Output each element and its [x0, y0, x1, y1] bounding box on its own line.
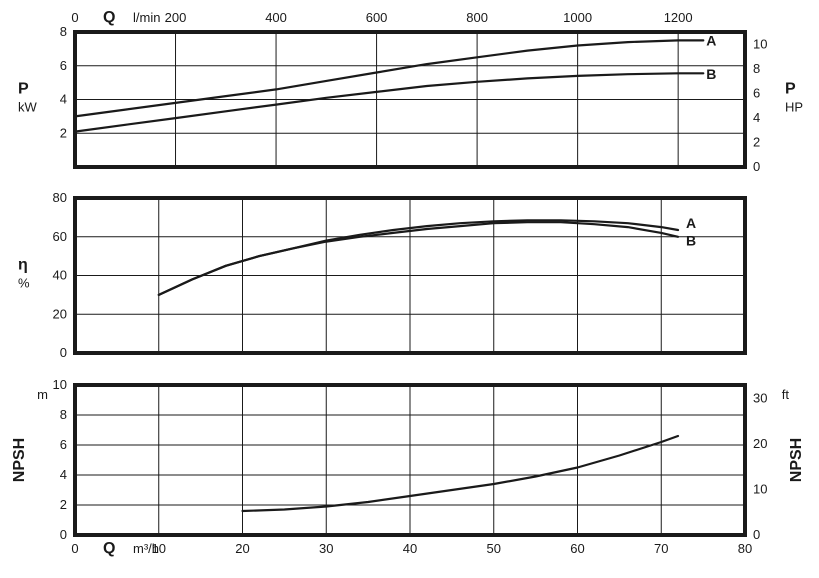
- left-axis-unit: m: [37, 387, 48, 402]
- bottom-axis-tick: 30: [319, 541, 333, 556]
- series-label: B: [706, 66, 716, 82]
- right-axis-tick: 8: [753, 61, 760, 76]
- bottom-axis-tick: 40: [403, 541, 417, 556]
- right-axis-tick: 0: [753, 527, 760, 542]
- left-axis-tick: 60: [53, 229, 67, 244]
- right-axis-tick: 10: [753, 36, 767, 51]
- top-axis-unit: l/min: [133, 10, 160, 25]
- left-axis-label: NPSH: [11, 438, 28, 482]
- chart-svg: 0Ql/min200400600800100012002468PkW024681…: [0, 0, 819, 578]
- bottom-axis-tick: 20: [235, 541, 249, 556]
- right-axis-label: NPSH: [788, 438, 805, 482]
- left-axis-tick: 2: [60, 125, 67, 140]
- bottom-axis-q-label: Q: [103, 540, 115, 557]
- right-axis-tick: 2: [753, 134, 760, 149]
- bottom-axis-tick: 80: [738, 541, 752, 556]
- top-axis-q-label: Q: [103, 9, 115, 26]
- top-axis-tick: 400: [265, 10, 287, 25]
- right-axis-unit: HP: [785, 100, 803, 115]
- right-axis-tick: 30: [753, 391, 767, 406]
- left-axis-unit: kW: [18, 100, 38, 115]
- right-axis-tick: 10: [753, 482, 767, 497]
- right-axis-label: P: [785, 81, 796, 98]
- bottom-axis-tick: 60: [570, 541, 584, 556]
- left-axis-tick: 4: [60, 467, 67, 482]
- series-label: A: [686, 215, 696, 231]
- left-axis-tick: 6: [60, 58, 67, 73]
- left-axis-tick: 0: [60, 527, 67, 542]
- left-axis-unit: %: [18, 276, 30, 291]
- series-label: A: [706, 32, 716, 48]
- bottom-axis-tick: 70: [654, 541, 668, 556]
- left-axis-tick: 4: [60, 92, 67, 107]
- top-axis-tick: 600: [366, 10, 388, 25]
- pump-curves-figure: { "figure": { "width": 819, "height": 57…: [0, 0, 819, 578]
- left-axis-tick: 2: [60, 497, 67, 512]
- left-axis-tick: 8: [60, 407, 67, 422]
- bottom-axis-tick: 0: [71, 541, 78, 556]
- bottom-axis-tick: 10: [152, 541, 166, 556]
- right-axis-tick: 4: [753, 110, 760, 125]
- right-axis-tick: 0: [753, 159, 760, 174]
- left-axis-tick: 0: [60, 345, 67, 360]
- top-axis-tick: 200: [165, 10, 187, 25]
- top-axis-tick: 800: [466, 10, 488, 25]
- left-axis-tick: 80: [53, 190, 67, 205]
- right-axis-unit: ft: [782, 387, 790, 402]
- top-axis-tick: 0: [71, 10, 78, 25]
- top-axis-tick: 1200: [664, 10, 693, 25]
- left-axis-tick: 8: [60, 24, 67, 39]
- left-axis-label: η: [18, 257, 28, 274]
- left-axis-tick: 6: [60, 437, 67, 452]
- left-axis-label: P: [18, 81, 29, 98]
- left-axis-tick: 40: [53, 268, 67, 283]
- top-axis-tick: 1000: [563, 10, 592, 25]
- bottom-axis-tick: 50: [487, 541, 501, 556]
- right-axis-tick: 20: [753, 436, 767, 451]
- right-axis-tick: 6: [753, 85, 760, 100]
- series-label: B: [686, 233, 696, 249]
- left-axis-tick: 10: [53, 377, 67, 392]
- left-axis-tick: 20: [53, 306, 67, 321]
